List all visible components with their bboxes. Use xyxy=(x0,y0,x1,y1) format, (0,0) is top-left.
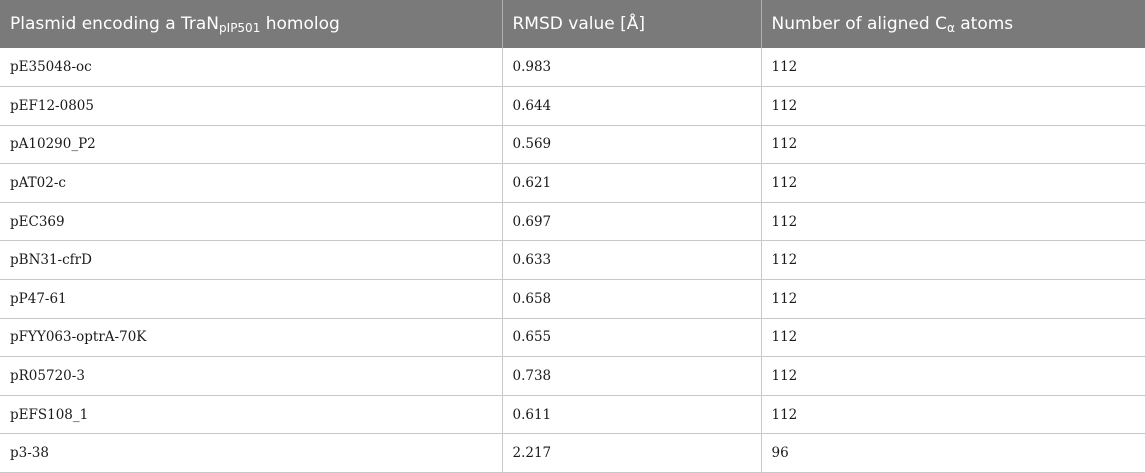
table-row: pEF12-0805 0.644 112 xyxy=(0,86,1145,126)
table-row: p3-38 2.217 96 xyxy=(0,433,1145,473)
aligned-atoms-cell: 112 xyxy=(761,125,1145,165)
table-row: pE35048-oc 0.983 112 xyxy=(0,48,1145,88)
aligned-atoms-cell: 112 xyxy=(761,395,1145,435)
aligned-atoms-cell: 96 xyxy=(761,433,1145,473)
table-row: pFYY063-optrA-70K 0.655 112 xyxy=(0,318,1145,358)
header-row: Plasmid encoding a TraNpIP501 homolog RM… xyxy=(0,0,1145,48)
header-rmsd: RMSD value [Å] xyxy=(502,0,762,48)
plasmid-cell: pR05720-3 xyxy=(0,356,503,396)
table-row: pP47-61 0.658 112 xyxy=(0,279,1145,319)
rmsd-cell: 0.658 xyxy=(502,279,762,319)
plasmid-cell: pA10290_P2 xyxy=(0,125,503,165)
rmsd-cell: 2.217 xyxy=(502,433,762,473)
aligned-atoms-cell: 112 xyxy=(761,356,1145,396)
plasmid-cell: pAT02-c xyxy=(0,163,503,203)
aligned-atoms-cell: 112 xyxy=(761,279,1145,319)
rmsd-cell: 0.633 xyxy=(502,240,762,281)
plasmid-cell: pEFS108_1 xyxy=(0,395,503,435)
rmsd-cell: 0.983 xyxy=(502,48,762,88)
plasmid-cell: p3-38 xyxy=(0,433,503,473)
rmsd-cell: 0.697 xyxy=(502,202,762,242)
table-body: pE35048-oc 0.983 112 pEF12-0805 0.644 112 pA10… xyxy=(0,48,1145,473)
table-row: pA10290_P2 0.569 112 xyxy=(0,125,1145,165)
plasmid-cell: pP47-61 xyxy=(0,279,503,319)
table-row: pBN31-cfrD 0.633 112 xyxy=(0,240,1145,281)
aligned-atoms-cell: 112 xyxy=(761,202,1145,242)
table-row: pEFS108_1 0.611 112 xyxy=(0,395,1145,435)
aligned-atoms-cell: 112 xyxy=(761,48,1145,88)
rmsd-cell: 0.738 xyxy=(502,356,762,396)
plasmid-cell: pEF12-0805 xyxy=(0,86,503,126)
aligned-atoms-cell: 112 xyxy=(761,86,1145,126)
plasmid-cell: pE35048-oc xyxy=(0,48,503,88)
plasmid-cell: pEC369 xyxy=(0,202,503,242)
rmsd-cell: 0.655 xyxy=(502,318,762,358)
aligned-atoms-cell: 112 xyxy=(761,240,1145,281)
rmsd-cell: 0.611 xyxy=(502,395,762,435)
aligned-atoms-cell: 112 xyxy=(761,318,1145,358)
rmsd-cell: 0.621 xyxy=(502,163,762,203)
aligned-atoms-cell: 112 xyxy=(761,163,1145,203)
plasmid-cell: pFYY063-optrA-70K xyxy=(0,318,503,358)
plasmid-cell: pBN31-cfrD xyxy=(0,240,503,281)
rmsd-cell: 0.569 xyxy=(502,125,762,165)
header-plasmid: Plasmid encoding a TraNpIP501 homolog xyxy=(0,0,503,48)
header-aligned-atoms: Number of aligned Cα atoms xyxy=(771,14,1014,35)
table-row: pAT02-c 0.621 112 xyxy=(0,163,1145,203)
table-row: pR05720-3 0.738 112 xyxy=(0,356,1145,396)
rmsd-cell: 0.644 xyxy=(502,86,762,126)
table-row: pEC369 0.697 112 xyxy=(0,202,1145,242)
